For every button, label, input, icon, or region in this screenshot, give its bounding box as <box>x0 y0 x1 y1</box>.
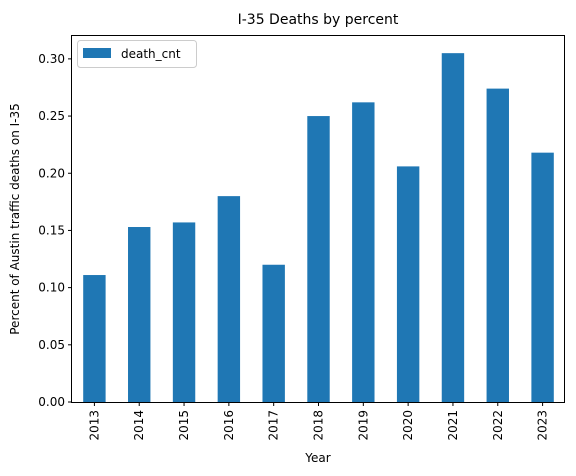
bar-2021 <box>441 53 465 402</box>
bar-2023 <box>531 152 554 402</box>
x-tick-label: 2020 <box>401 410 415 441</box>
x-tick-label: 2023 <box>536 410 550 441</box>
x-tick-label: 2014 <box>132 410 146 441</box>
y-tick-label: 0.10 <box>38 281 65 295</box>
y-tick-label: 0.15 <box>38 223 65 237</box>
x-tick-label: 2015 <box>177 410 191 441</box>
chart-title: I-35 Deaths by percent <box>238 12 399 28</box>
x-axis-label: Year <box>304 451 330 465</box>
x-axis-ticks: 2013 2014 2015 2016 2017 2018 2019 2020 2021 2022… <box>87 402 550 441</box>
bar-2022 <box>486 88 509 403</box>
bar-2014 <box>128 227 151 402</box>
y-tick-label: 0.25 <box>38 109 65 123</box>
bar-2018 <box>307 116 330 402</box>
y-tick-label: 0.00 <box>38 395 65 409</box>
y-tick-label: 0.30 <box>38 52 65 66</box>
legend-box <box>77 40 197 68</box>
x-tick-label: 2018 <box>312 410 326 441</box>
legend-swatch <box>83 48 111 58</box>
y-axis-label: Percent of Austin traffic deaths on I-35 <box>8 103 22 335</box>
bar-2015 <box>172 222 196 402</box>
plot-frame <box>71 35 565 403</box>
bar-2020 <box>396 166 420 402</box>
bar-2016 <box>217 196 241 403</box>
bars-group <box>83 53 554 403</box>
bar-2013 <box>83 275 106 402</box>
x-tick-label: 2022 <box>491 410 505 441</box>
x-tick-label: 2019 <box>356 410 370 441</box>
x-tick-label: 2017 <box>267 410 281 441</box>
legend: death_cnt <box>77 40 197 68</box>
y-axis-ticks: 0.00 0.05 0.10 0.15 0.20 0.25 0.30 <box>38 52 72 409</box>
y-tick-label: 0.05 <box>38 338 65 352</box>
x-tick-label: 2021 <box>446 410 460 441</box>
legend-label: death_cnt <box>121 47 181 61</box>
x-tick-label: 2013 <box>87 410 101 441</box>
x-tick-label: 2016 <box>222 410 236 441</box>
bar-2017 <box>262 264 285 402</box>
bar-2019 <box>352 102 375 402</box>
y-tick-label: 0.20 <box>38 166 65 180</box>
